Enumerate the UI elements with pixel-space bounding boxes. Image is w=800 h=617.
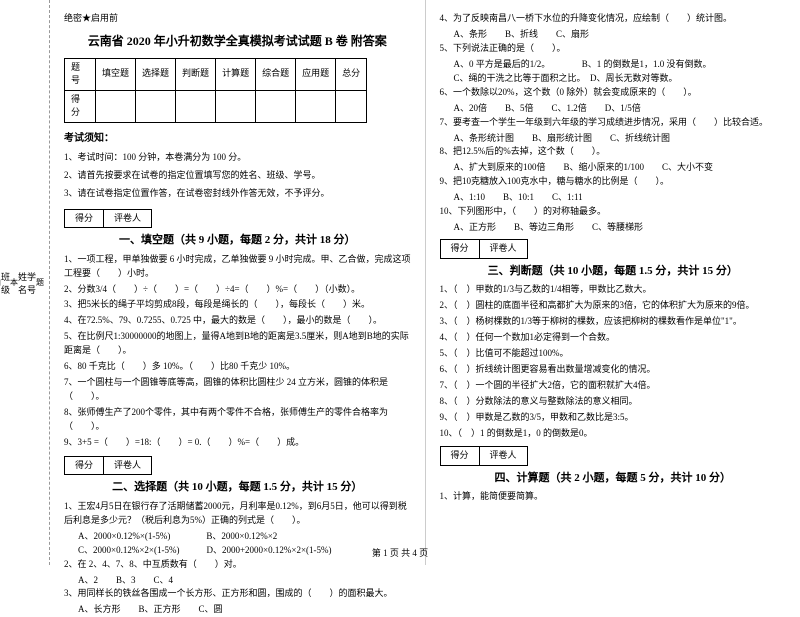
grader-name: 评卷人 [104,457,151,475]
q2-9: 9、把10克糖放入100克水中，糖与糖水的比例是（ ）。 [440,175,787,189]
q3-4: 4、（ ）任何一个数加1必定得到一个合数。 [440,331,787,345]
gutter-mark: 内 [0,277,1,288]
col-hdr: 应用题 [296,58,336,90]
binding-gutter: 题 学号 姓名 本 班级 内 学校 线 封 乡镇（街道） 密 [0,0,50,565]
gutter-mark: 题 [36,277,44,288]
grader-name: 评卷人 [480,240,527,258]
grader-box: 得分 评卷人 [440,239,528,259]
q3-3: 3、（ ）杨树棵数的1/3等于柳树的棵数，应该把柳树的棵数看作是单位"1"。 [440,315,787,329]
q2-4-opts: A、条形 B、折线 C、扇形 [454,28,787,42]
grader-score: 得分 [65,210,104,228]
section-2-title: 二、选择题（共 10 小题，每题 1.5 分，共计 15 分） [64,479,411,496]
col-hdr: 选择题 [136,58,176,90]
q2-2-opts: A、2 B、3 C、4 [78,574,411,588]
gutter-label-name: 姓名 [18,270,27,296]
grader-box: 得分 评卷人 [64,209,152,229]
q2-7: 7、要考查一个学生一年级到六年级的学习成绩进步情况，采用（ ）比较合适。 [440,116,787,130]
q2-4: 4、为了反映南昌八一桥下水位的升降变化情况，应绘制（ ）统计图。 [440,12,787,26]
grader-box: 得分 评卷人 [440,446,528,466]
q2-5-opts-a: A、0 平方是最后的1/2。 B、1 的倒数是1，1.0 没有倒数。 [454,58,787,72]
q2-9-opts: A、1:10 B、10:1 C、1:11 [454,191,787,205]
q2-5: 5、下列说法正确的是（ ）。 [440,42,787,56]
q1-6: 6、80 千克比（ ）多 10%。（ ）比80 千克少 10%。 [64,360,411,374]
q1-7: 7、一个圆柱与一个圆锥等底等高，圆锥的体积比圆柱少 24 立方米，圆锥的体积是（… [64,376,411,404]
left-column: 绝密★启用前 云南省 2020 年小升初数学全真模拟考试试题 B 卷 附答案 题… [50,0,426,565]
table-row: 题 号 填空题 选择题 判断题 计算题 综合题 应用题 总分 [65,58,367,90]
score-label: 得 分 [65,90,96,122]
col-hdr: 综合题 [256,58,296,90]
notice-item: 2、请首先按要求在试卷的指定位置填写您的姓名、班级、学号。 [64,168,411,182]
exam-title: 云南省 2020 年小升初数学全真模拟考试试题 B 卷 附答案 [64,32,411,50]
q3-7: 7、（ ）一个圆的半径扩大2倍，它的面积就扩大4倍。 [440,379,787,393]
notice-item: 3、请在试卷指定位置作答，在试卷密封线外作答无效，不予评分。 [64,186,411,200]
score-cell[interactable] [296,90,336,122]
q2-3-opts: A、长方形 B、正方形 C、圆 [78,603,411,617]
q2-10: 10、下列图形中，（ ）的对称轴最多。 [440,205,787,219]
q1-3: 3、把5米长的绳子平均剪成8段，每段是绳长的（ ），每段长（ ）米。 [64,298,411,312]
gutter-mark: 本 [10,277,18,288]
grader-score: 得分 [441,240,480,258]
q2-8: 8、把12.5%后的%去掉，这个数（ ）。 [440,145,787,159]
q3-9: 9、（ ）甲数是乙数的3/5，甲数和乙数比是3:5。 [440,411,787,425]
grader-name: 评卷人 [104,210,151,228]
score-cell[interactable] [216,90,256,122]
secret-label: 绝密★启用前 [64,12,411,26]
score-cell[interactable] [176,90,216,122]
table-row: 得 分 [65,90,367,122]
q3-5: 5、（ ）比值可不能超过100%。 [440,347,787,361]
score-table: 题 号 填空题 选择题 判断题 计算题 综合题 应用题 总分 得 分 [64,58,367,123]
right-column: 4、为了反映南昌八一桥下水位的升降变化情况，应绘制（ ）统计图。 A、条形 B、… [426,0,800,565]
q1-9: 9、3+5 =（ ）=18:（ ）= 0.（ ）%=（ ）成。 [64,436,411,450]
score-cell[interactable] [336,90,367,122]
grader-score: 得分 [65,457,104,475]
hdr-label: 题 号 [65,58,96,90]
gutter-label-class: 班级 [1,270,10,296]
q3-6: 6、（ ）折线统计图更容易看出数量增减变化的情况。 [440,363,787,377]
q3-10: 10、（ ）1 的倒数是1，0 的倒数是0。 [440,427,787,441]
grader-name: 评卷人 [480,447,527,465]
q2-10-opts: A、正方形 B、等边三角形 C、等腰梯形 [454,221,787,235]
col-hdr: 总分 [336,58,367,90]
page-footer: 第 1 页 共 4 页 [0,546,800,559]
q1-1: 1、一项工程，甲单独做要 6 小时完成，乙单独做要 9 小时完成。甲、乙合做，完… [64,253,411,281]
q3-2: 2、（ ）圆柱的底面半径和高都扩大为原来的3倍，它的体积扩大为原来的9倍。 [440,299,787,313]
q2-1: 1、王宏4月5日在银行存了活期储蓄2000元，月利率是0.12%，到6月5日，他… [64,500,411,528]
score-cell[interactable] [96,90,136,122]
section-1-title: 一、填空题（共 9 小题，每题 2 分，共计 18 分） [64,232,411,249]
q2-5-opts-b: C、绳的干洗之比等于面积之比。 D、周长无数对等数。 [454,72,787,86]
q3-8: 8、（ ）分数除法的意义与整数除法的意义相同。 [440,395,787,409]
q2-3: 3、用同样长的铁丝各围成一个长方形、正方形和圆，围成的（ ）的面积最大。 [64,587,411,601]
notice-item: 1、考试时间：100 分钟，本卷满分为 100 分。 [64,150,411,164]
section-4-title: 四、计算题（共 2 小题，每题 5 分，共计 10 分） [440,470,787,487]
q1-4: 4、在72.5%、79、0.7255、0.725 中，最大的数是（ ），最小的数… [64,314,411,328]
q2-6: 6、一个数除以20%，这个数（0 除外）就会变成原来的（ ）。 [440,86,787,100]
q2-6-opts: A、20倍 B、5倍 C、1.2倍 D、1/5倍 [454,102,787,116]
gutter-label-id: 学号 [27,270,36,296]
section-3-title: 三、判断题（共 10 小题，每题 1.5 分，共计 15 分） [440,263,787,280]
q2-8-opts: A、扩大到原来的100倍 B、缩小原来的1/100 C、大小不变 [454,161,787,175]
q3-1: 1、（ ）甲数的1/3与乙数的1/4相等，甲数比乙数大。 [440,283,787,297]
q2-7-opts: A、条形统计图 B、扇形统计图 C、折线统计图 [454,132,787,146]
q4-1: 1、计算，能简便要简算。 [440,490,787,504]
col-hdr: 计算题 [216,58,256,90]
q1-8: 8、张师傅生产了200个零件，其中有两个零件不合格，张师傅生产的零件合格率为（ … [64,406,411,434]
q1-2: 2、分数3/4（ ）÷（ ）=（ ）÷4=（ ）%=（ ）（小数）。 [64,283,411,297]
col-hdr: 判断题 [176,58,216,90]
score-cell[interactable] [136,90,176,122]
q1-5: 5、在比例尺1:30000000的地图上，量得A地到B地的距离是3.5厘米，则A… [64,330,411,358]
grader-score: 得分 [441,447,480,465]
content-columns: 绝密★启用前 云南省 2020 年小升初数学全真模拟考试试题 B 卷 附答案 题… [50,0,800,565]
q2-1-opts-a: A、2000×0.12%×(1-5%) B、2000×0.12%×2 [78,530,411,544]
score-cell[interactable] [256,90,296,122]
grader-box: 得分 评卷人 [64,456,152,476]
col-hdr: 填空题 [96,58,136,90]
notice-header: 考试须知： [64,131,411,146]
